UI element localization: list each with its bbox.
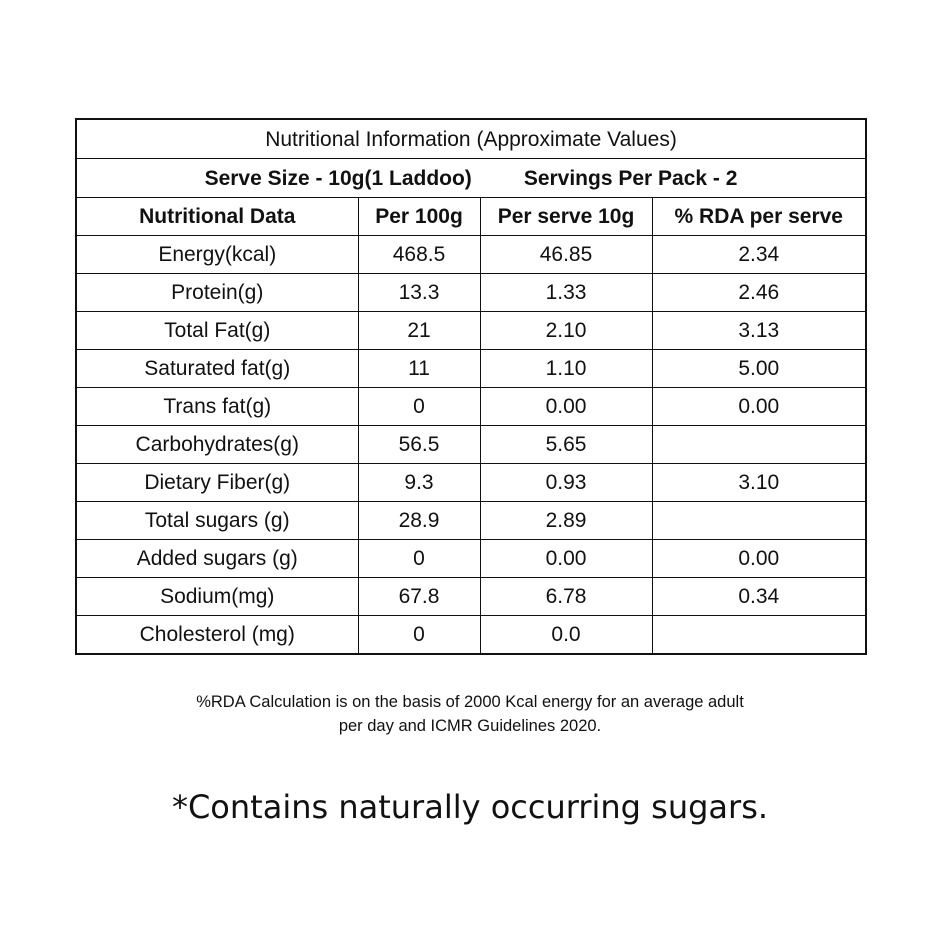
table-cell: Protein(g) bbox=[75, 273, 359, 312]
table-cell: 13.3 bbox=[357, 273, 481, 312]
table-row: Total Fat(g) 21 2.10 3.13 bbox=[75, 311, 867, 350]
column-header: Per serve 10g bbox=[479, 197, 653, 236]
table-row: Sodium(mg) 67.8 6.78 0.34 bbox=[75, 577, 867, 616]
table-cell: 0 bbox=[357, 387, 481, 426]
table-cell: 28.9 bbox=[357, 501, 481, 540]
table-cell: Cholesterol (mg) bbox=[75, 615, 359, 655]
column-header: Nutritional Data bbox=[75, 197, 359, 236]
table-cell: 21 bbox=[357, 311, 481, 350]
table-cell bbox=[651, 615, 867, 655]
table-cell: 2.46 bbox=[651, 273, 867, 312]
note-line: per day and ICMR Guidelines 2020. bbox=[338, 717, 602, 735]
table-cell: 0.00 bbox=[479, 387, 653, 426]
table-cell: 3.10 bbox=[651, 463, 867, 502]
table-cell: 468.5 bbox=[357, 235, 481, 274]
table-cell: 0 bbox=[357, 539, 481, 578]
column-header: % RDA per serve bbox=[651, 197, 867, 236]
table-cell: Total sugars (g) bbox=[75, 501, 359, 540]
table-cell: Saturated fat(g) bbox=[75, 349, 359, 388]
table-cell: Added sugars (g) bbox=[75, 539, 359, 578]
table-cell: 0.0 bbox=[479, 615, 653, 655]
table-cell: 56.5 bbox=[357, 425, 481, 464]
table-cell: Sodium(mg) bbox=[75, 577, 359, 616]
table-row: Carbohydrates(g) 56.5 5.65 bbox=[75, 425, 867, 464]
table-row: Energy(kcal) 468.5 46.85 2.34 bbox=[75, 235, 867, 274]
table-cell: 2.10 bbox=[479, 311, 653, 350]
table-cell: 9.3 bbox=[357, 463, 481, 502]
table-cell: 0.00 bbox=[479, 539, 653, 578]
note-line: %RDA Calculation is on the basis of 2000… bbox=[196, 693, 744, 711]
table-row: Cholesterol (mg) 0 0.0 bbox=[75, 615, 867, 655]
table-cell: 67.8 bbox=[357, 577, 481, 616]
table-cell: Total Fat(g) bbox=[75, 311, 359, 350]
table-cell: 0.34 bbox=[651, 577, 867, 616]
table-cell: 0.00 bbox=[651, 387, 867, 426]
column-header: Per 100g bbox=[357, 197, 481, 236]
table-cell bbox=[651, 425, 867, 464]
table-cell: 1.10 bbox=[479, 349, 653, 388]
rda-note: %RDA Calculation is on the basis of 2000… bbox=[0, 690, 940, 738]
table-row: Saturated fat(g) 11 1.10 5.00 bbox=[75, 349, 867, 388]
table-cell: Energy(kcal) bbox=[75, 235, 359, 274]
serving-info: Serve Size - 10g(1 Laddoo) Servings Per P… bbox=[75, 158, 867, 198]
table-cell: 2.89 bbox=[479, 501, 653, 540]
table-cell: Dietary Fiber(g) bbox=[75, 463, 359, 502]
table-row: Trans fat(g) 0 0.00 0.00 bbox=[75, 387, 867, 426]
table-cell: 0.00 bbox=[651, 539, 867, 578]
table-cell: 0 bbox=[357, 615, 481, 655]
table-cell: 11 bbox=[357, 349, 481, 388]
sugar-footnote: *Contains naturally occurring sugars. bbox=[171, 788, 769, 826]
table-cell: 5.00 bbox=[651, 349, 867, 388]
table-row: Protein(g) 13.3 1.33 2.46 bbox=[75, 273, 867, 312]
table-cell: 2.34 bbox=[651, 235, 867, 274]
table-row: Dietary Fiber(g) 9.3 0.93 3.10 bbox=[75, 463, 867, 502]
table-cell: 5.65 bbox=[479, 425, 653, 464]
table-row: Added sugars (g) 0 0.00 0.00 bbox=[75, 539, 867, 578]
table-cell: 46.85 bbox=[479, 235, 653, 274]
table-row: Total sugars (g) 28.9 2.89 bbox=[75, 501, 867, 540]
table-cell: 0.93 bbox=[479, 463, 653, 502]
servings-per-pack: Servings Per Pack - 2 bbox=[523, 166, 738, 190]
table-cell: 3.13 bbox=[651, 311, 867, 350]
table-cell: 1.33 bbox=[479, 273, 653, 312]
header-row: Nutritional Data Per 100g Per serve 10g … bbox=[75, 197, 867, 236]
table-cell: Trans fat(g) bbox=[75, 387, 359, 426]
table-cell: Carbohydrates(g) bbox=[75, 425, 359, 464]
table-title: Nutritional Information (Approximate Val… bbox=[75, 118, 867, 159]
serve-size: Serve Size - 10g(1 Laddoo) bbox=[204, 166, 472, 190]
nutrition-table: Nutritional Information (Approximate Val… bbox=[75, 118, 867, 655]
table-cell: 6.78 bbox=[479, 577, 653, 616]
table-cell bbox=[651, 501, 867, 540]
